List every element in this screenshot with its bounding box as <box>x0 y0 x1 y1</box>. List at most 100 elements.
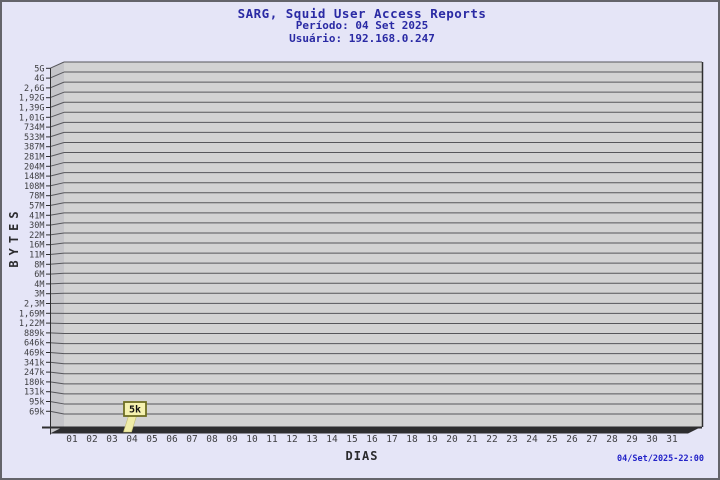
y-tick-label: 2,3M <box>24 300 44 310</box>
wall-slant-line <box>49 410 65 415</box>
y-tick-label: 69k <box>29 407 44 417</box>
x-tick-label: 08 <box>206 434 218 445</box>
x-tick-label: 11 <box>266 434 278 445</box>
y-tick-label: 1,39G <box>19 104 45 114</box>
wall-slant-line <box>49 131 65 138</box>
y-tick-label: 2,6G <box>24 84 44 94</box>
x-tick-label: 25 <box>546 434 557 445</box>
x-tick-label: 21 <box>466 434 478 445</box>
wall-slant-line <box>49 352 65 355</box>
y-tick-label: 281M <box>24 153 44 163</box>
wall-slant-line <box>49 342 65 345</box>
x-tick-label: 31 <box>666 434 678 445</box>
x-tick-label: 09 <box>226 434 238 445</box>
bar-value-label: 5k <box>129 405 141 416</box>
y-tick-label: 247k <box>24 368 44 378</box>
report-timestamp: 04/Set/2025-22:00 <box>617 454 704 464</box>
wall-slant-line <box>49 71 65 79</box>
x-tick-label: 12 <box>286 434 297 445</box>
y-tick-label: 30M <box>29 221 44 231</box>
wall-slant-line <box>49 242 65 246</box>
x-tick-label: 03 <box>106 434 117 445</box>
x-tick-label: 01 <box>66 434 78 445</box>
y-tick-label: 11M <box>29 251 44 261</box>
y-tick-label: 889k <box>24 329 44 339</box>
y-tick-label: 8M <box>34 260 44 270</box>
y-tick-label: 533M <box>24 133 44 143</box>
wall-slant-line <box>49 111 65 118</box>
wall-slant-line <box>49 252 65 255</box>
y-tick-label: 469k <box>24 349 44 359</box>
wall-slant-line <box>49 212 65 216</box>
x-axis-title: DIAS <box>345 449 379 463</box>
x-tick-label: 22 <box>486 434 497 445</box>
wall-slant-line <box>49 332 65 335</box>
x-tick-label: 18 <box>406 434 418 445</box>
y-tick-label: 22M <box>29 231 44 241</box>
y-tick-label: 6M <box>34 270 44 280</box>
y-tick-label: 180k <box>24 378 44 388</box>
chart-period: Período: 04 Set 2025 <box>295 19 429 32</box>
x-tick-label: 23 <box>506 434 517 445</box>
x-tick-label: 10 <box>246 434 258 445</box>
y-tick-label: 734M <box>24 123 44 133</box>
y-tick-label: 4G <box>34 74 44 84</box>
y-tick-label: 341k <box>24 358 44 368</box>
y-tick-label: 4M <box>34 280 44 290</box>
wall-slant-line <box>49 162 65 167</box>
x-tick-label: 05 <box>146 434 157 445</box>
y-tick-label: 387M <box>24 143 44 153</box>
x-tick-label: 27 <box>586 434 597 445</box>
y-tick-label: 41M <box>29 211 44 221</box>
wall-slant-line <box>49 202 65 206</box>
wall-slant-line <box>49 391 65 395</box>
y-tick-label: 646k <box>24 339 44 349</box>
wall-slant-line <box>49 172 65 177</box>
x-tick-label: 07 <box>186 434 197 445</box>
x-tick-label: 29 <box>626 434 638 445</box>
wall-slant-line <box>49 182 65 187</box>
wall-slant-line <box>49 262 65 265</box>
x-tick-label: 14 <box>326 434 338 445</box>
y-tick-label: 204M <box>24 162 44 172</box>
y-tick-label: 1,01G <box>19 113 45 123</box>
wall-slant-line <box>49 61 65 69</box>
wall-slant-line <box>49 381 65 385</box>
wall-slant-line <box>49 91 65 99</box>
y-tick-label: 16M <box>29 241 44 251</box>
y-tick-label: 131k <box>24 388 44 398</box>
x-tick-label: 02 <box>86 434 97 445</box>
y-tick-label: 1,22M <box>19 319 45 329</box>
y-tick-label: 57M <box>29 202 44 212</box>
wall-slant-line <box>49 81 65 89</box>
wall-slant-line <box>49 192 65 197</box>
chart-title: SARG, Squid User Access Reports <box>237 6 487 21</box>
y-tick-label: 3M <box>34 290 44 300</box>
y-tick-label: 95k <box>29 398 44 408</box>
wall-slant-line <box>49 371 65 375</box>
x-tick-label: 19 <box>426 434 438 445</box>
x-tick-label: 24 <box>526 434 538 445</box>
wall-slant-line <box>49 121 65 128</box>
y-tick-label: 78M <box>29 192 44 202</box>
y-tick-label: 1,69M <box>19 309 45 319</box>
y-tick-label: 148M <box>24 172 44 182</box>
wall-slant-line <box>49 401 65 405</box>
bar-value-box <box>123 401 147 417</box>
wall-slant-line <box>49 282 65 285</box>
x-tick-label: 15 <box>346 434 357 445</box>
x-tick-label: 16 <box>366 434 378 445</box>
chart-user: Usuário: 192.168.0.247 <box>289 32 435 45</box>
left-wall <box>50 62 64 434</box>
wall-slant-line <box>49 361 65 365</box>
x-tick-label: 26 <box>566 434 578 445</box>
wall-slant-line <box>49 101 65 108</box>
x-tick-label: 17 <box>386 434 397 445</box>
wall-slant-line <box>49 232 65 236</box>
x-tick-label: 28 <box>606 434 618 445</box>
x-tick-label: 06 <box>166 434 178 445</box>
y-tick-label: 108M <box>24 182 44 192</box>
x-tick-label: 30 <box>646 434 658 445</box>
